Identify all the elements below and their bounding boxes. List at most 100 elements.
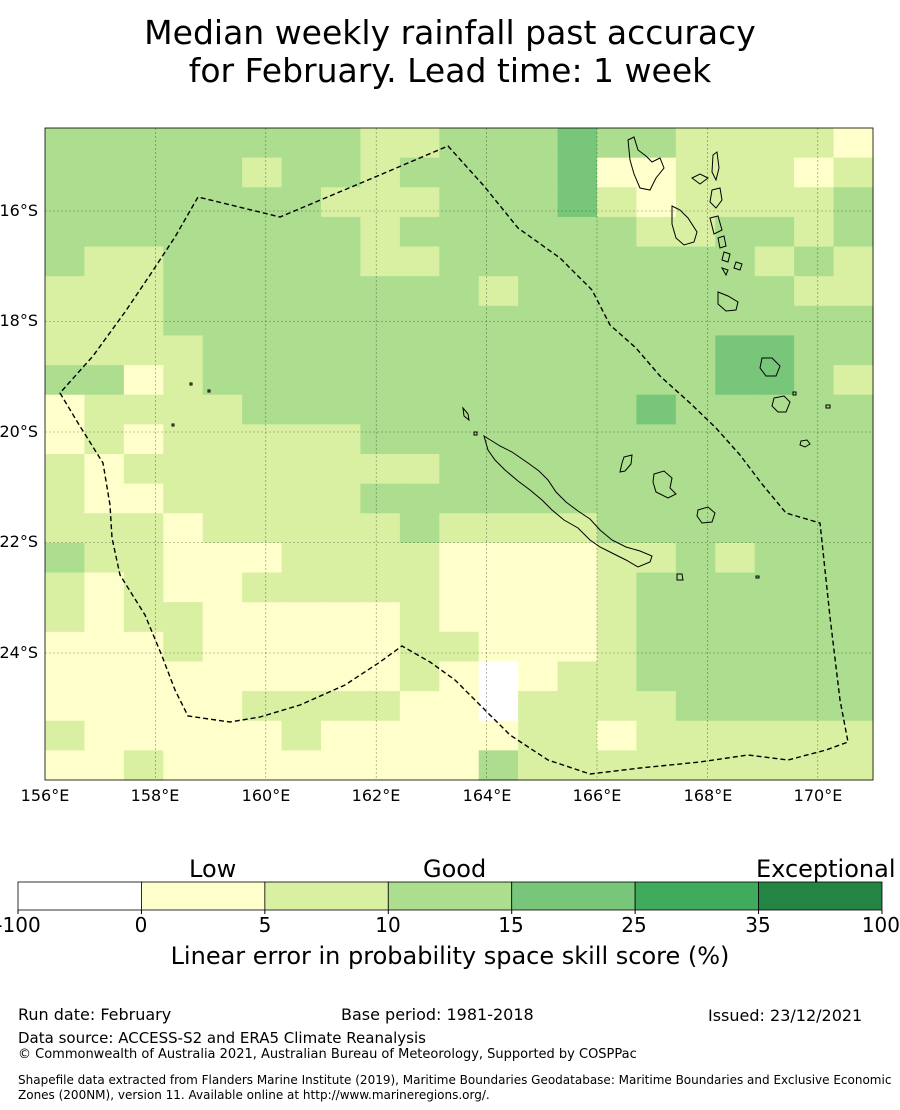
grid-cell: [478, 187, 519, 218]
grid-cell: [281, 661, 322, 692]
grid-cell: [518, 483, 559, 514]
grid-cell: [242, 246, 283, 277]
grid-cell: [557, 246, 598, 277]
grid-cell: [439, 454, 480, 485]
grid-cell: [715, 276, 756, 307]
grid-cell: [123, 335, 164, 366]
grid-cell: [715, 513, 756, 544]
grid-cell: [360, 483, 401, 514]
grid-cell: [321, 691, 362, 722]
category-good: Good: [423, 855, 487, 883]
grid-cell: [715, 157, 756, 188]
grid-cell: [321, 602, 362, 633]
grid-cell: [242, 335, 283, 366]
grid-cell: [399, 602, 440, 633]
grid-cell: [794, 750, 835, 781]
grid-cell: [597, 128, 638, 159]
grid-cell: [399, 128, 440, 159]
grid-cell: [794, 157, 835, 188]
grid-cell: [833, 661, 874, 692]
grid-cell: [45, 424, 86, 455]
grid-cell: [597, 661, 638, 692]
base-period: Base period: 1981-2018: [341, 1005, 534, 1024]
run-date: Run date: February: [18, 1005, 172, 1024]
grid-cell: [45, 454, 86, 485]
efate-outline: [717, 291, 739, 312]
grid-cell: [242, 394, 283, 425]
malekula-outline: [671, 205, 698, 246]
tick-label: -100: [0, 913, 41, 937]
grid-cell: [557, 602, 598, 633]
grid-cell: [202, 691, 243, 722]
grid-cell: [715, 246, 756, 277]
grid-cell: [557, 483, 598, 514]
grid-cell: [636, 305, 677, 337]
grid-cell: [597, 216, 638, 248]
grid-cell: [399, 572, 440, 603]
grid-cell: [518, 631, 559, 663]
grid-cell: [794, 424, 835, 455]
grid-cell: [794, 246, 835, 277]
grid-cell: [675, 602, 716, 633]
grid-cell: [478, 542, 519, 574]
skill-grid-cells: [45, 128, 874, 781]
grid-cell: [833, 631, 874, 663]
grid-cell: [84, 365, 125, 396]
grid-cell: [281, 513, 322, 544]
grid-cell: [360, 187, 401, 218]
grid-cell: [597, 483, 638, 514]
grid-cell: [123, 187, 164, 218]
grid-cell: [597, 365, 638, 396]
grid-cell: [45, 720, 86, 751]
grid-cell: [321, 246, 362, 277]
grid-cell: [123, 513, 164, 544]
grid-cell: [439, 246, 480, 277]
grid-cell: [242, 187, 283, 218]
grid-cell: [833, 335, 874, 366]
grid-cell: [399, 661, 440, 692]
grid-cell: [163, 483, 204, 514]
category-low: Low: [189, 855, 237, 883]
colorbar-segment: [141, 881, 266, 911]
grid-cell: [439, 394, 480, 425]
grid-cell: [281, 720, 322, 751]
grid-cell: [281, 157, 322, 188]
grid-cell: [754, 602, 795, 633]
grid-cell: [242, 157, 283, 188]
grid-cell: [675, 691, 716, 722]
grid-cell: [84, 187, 125, 218]
grid-cell: [281, 691, 322, 722]
grid-cell: [399, 691, 440, 722]
grid-cell: [557, 572, 598, 603]
grid-cell: [439, 365, 480, 396]
grid-cell: [754, 187, 795, 218]
grid-cell: [202, 365, 243, 396]
grid-cell: [833, 720, 874, 751]
grid-cell: [84, 661, 125, 692]
grid-cell: [636, 216, 677, 248]
grid-cell: [597, 394, 638, 425]
grid-cell: [597, 187, 638, 218]
grid-cell: [518, 720, 559, 751]
grid-cell: [123, 720, 164, 751]
grid-cell: [833, 276, 874, 307]
grid-cell: [281, 216, 322, 248]
grid-cell: [399, 631, 440, 663]
grid-cell: [202, 750, 243, 781]
grid-cell: [439, 128, 480, 159]
grid-cell: [45, 394, 86, 425]
grid-cell: [321, 335, 362, 366]
grid-cell: [439, 157, 480, 188]
grid-cell: [242, 276, 283, 307]
grid-cell: [321, 424, 362, 455]
grid-cell: [321, 216, 362, 248]
grid-cell: [123, 305, 164, 337]
grid-cell: [557, 542, 598, 574]
grid-cell: [478, 365, 519, 396]
grid-cell: [399, 394, 440, 425]
grid-cell: [163, 424, 204, 455]
grid-cell: [163, 661, 204, 692]
grid-cell: [399, 424, 440, 455]
grid-cell: [754, 513, 795, 544]
grid-cell: [833, 602, 874, 633]
